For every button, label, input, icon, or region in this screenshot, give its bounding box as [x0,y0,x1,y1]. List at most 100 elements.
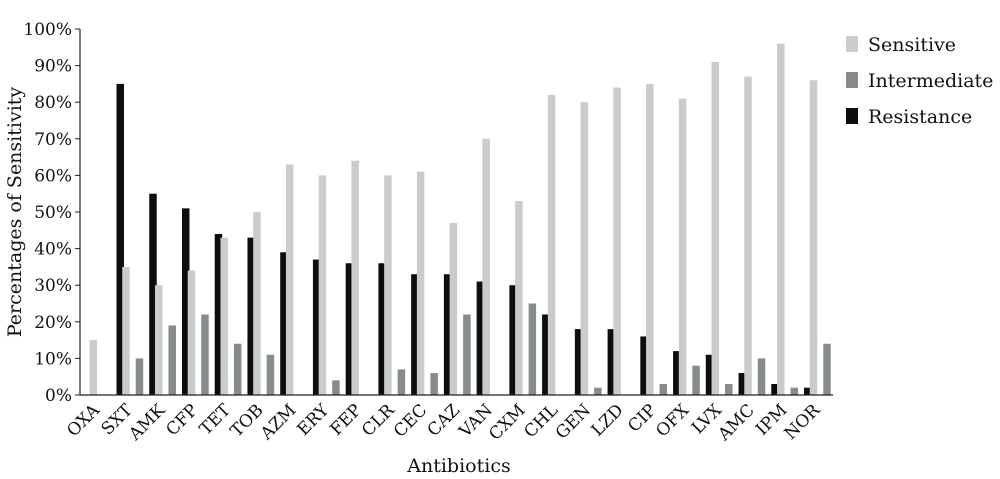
bar-resistance-cip [673,351,681,395]
bar-intermediate-amk [168,325,176,395]
bar-resistance-cxm [542,314,550,395]
bar-sensitive-tob [253,212,261,395]
x-tick-label: GEN [552,400,595,443]
legend-swatch-intermediate [846,72,858,88]
bar-resistance-van [509,285,517,395]
bar-resistance-lzd [640,336,648,395]
x-tick-label: ERY [294,400,334,440]
x-tick-label: CXM [485,400,529,444]
bar-sensitive-gen [580,102,589,395]
bar-sensitive-tet [220,237,228,395]
bar-resistance-amk [181,208,190,395]
bar-sensitive-caz [449,222,458,395]
bar-sensitive-oxa [89,340,97,395]
y-axis-title: Percentages of Sensitivity [4,87,26,338]
bar-intermediate-gen [594,387,602,395]
bar-sensitive-sxt [122,266,130,395]
x-tick-label: AMK [125,400,170,445]
y-tick-label: 40% [34,240,72,260]
y-tick-label: 20% [34,313,72,333]
bar-sensitive-clr [384,175,392,395]
bar-sensitive-nor [809,80,818,396]
bar-sensitive-van [482,138,490,396]
x-tick-label: CHL [520,400,562,442]
bar-sensitive-amc [744,76,752,395]
bar-sensitive-ipm [777,43,785,395]
y-tick-label: 30% [34,276,72,296]
bar-sensitive-lzd [613,87,621,395]
bar-sensitive-ery [318,175,327,395]
bars [89,43,831,396]
bar-resistance-gen [607,329,616,395]
x-axis-ticks: OXASXTAMKCFPTETTOBAZMERYFEPCLRCECCAZVANC… [63,400,825,446]
bar-intermediate-clr [397,369,406,395]
bar-resistance-cfp [214,233,223,395]
bar-intermediate-amc [757,358,766,395]
bar-intermediate-caz [463,314,471,395]
bar-resistance-ipm [804,387,812,395]
x-tick-label: TET [196,400,235,439]
y-tick-label: 60% [34,166,72,186]
y-tick-label: 0% [45,386,72,406]
y-tick-label: 100% [23,20,72,40]
x-tick-label: LZD [588,400,628,440]
bar-resistance-clr [411,274,419,395]
x-tick-label: CAZ [424,400,465,441]
bar-resistance-tet [247,237,255,395]
x-axis-title: Antibiotics [406,455,510,477]
y-tick-label: 80% [34,93,72,113]
bar-resistance-ofx [705,354,714,395]
bar-intermediate-cxm [528,303,537,395]
x-tick-label: OXA [63,400,104,441]
y-tick-label: 70% [34,130,72,150]
bar-intermediate-tob [266,354,275,395]
y-tick-label: 90% [34,57,72,77]
bar-sensitive-cfp [187,270,196,395]
y-axis-ticks: 0% 10% 20% 30% 40% 50% 60% 70% 80% 90% 100% [23,20,80,406]
bar-intermediate-ery [332,380,340,395]
bar-resistance-oxa [116,83,124,396]
x-tick-label: AMC [714,400,759,445]
bar-intermediate-lvx [725,384,733,395]
bar-sensitive-cip [646,83,654,396]
legend-label-sensitive: Sensitive [868,34,956,56]
bar-intermediate-ipm [790,387,799,395]
axes [79,29,833,396]
legend: Sensitive Intermediate Resistance [846,34,993,128]
bar-resistance-sxt [149,193,157,395]
bar-intermediate-nor [823,343,831,395]
bar-intermediate-tet [233,343,242,395]
bar-intermediate-sxt [135,358,144,395]
bar-intermediate-ofx [692,365,700,395]
x-tick-label: NOR [781,400,825,444]
bar-sensitive-fep [351,160,359,395]
legend-swatch-sensitive [846,36,858,52]
bar-sensitive-lvx [711,61,720,395]
bar-resistance-amc [771,384,779,395]
bar-sensitive-ofx [678,98,687,395]
bar-resistance-caz [476,281,485,395]
x-tick-label: CFP [162,400,202,440]
bar-resistance-tob [280,252,288,395]
bar-sensitive-azm [285,164,294,395]
bar-sensitive-cxm [515,201,523,395]
bar-resistance-ery [345,263,354,395]
bar-sensitive-chl [547,94,556,395]
bar-intermediate-cip [659,384,668,395]
legend-label-resistance: Resistance [868,106,972,128]
bar-resistance-fep [378,263,386,395]
x-tick-label: AZM [256,400,300,444]
bar-sensitive-amk [154,285,163,395]
y-tick-label: 10% [34,349,72,369]
legend-label-intermediate: Intermediate [868,70,993,92]
x-tick-label: FEP [326,400,365,439]
bar-resistance-azm [312,259,321,395]
bar-resistance-chl [574,329,583,395]
bar-intermediate-cec [430,373,438,395]
legend-swatch-resistance [846,108,858,124]
x-tick-label: CEC [390,400,431,441]
x-tick-label: CLR [358,400,399,441]
bar-sensitive-cec [416,171,425,395]
